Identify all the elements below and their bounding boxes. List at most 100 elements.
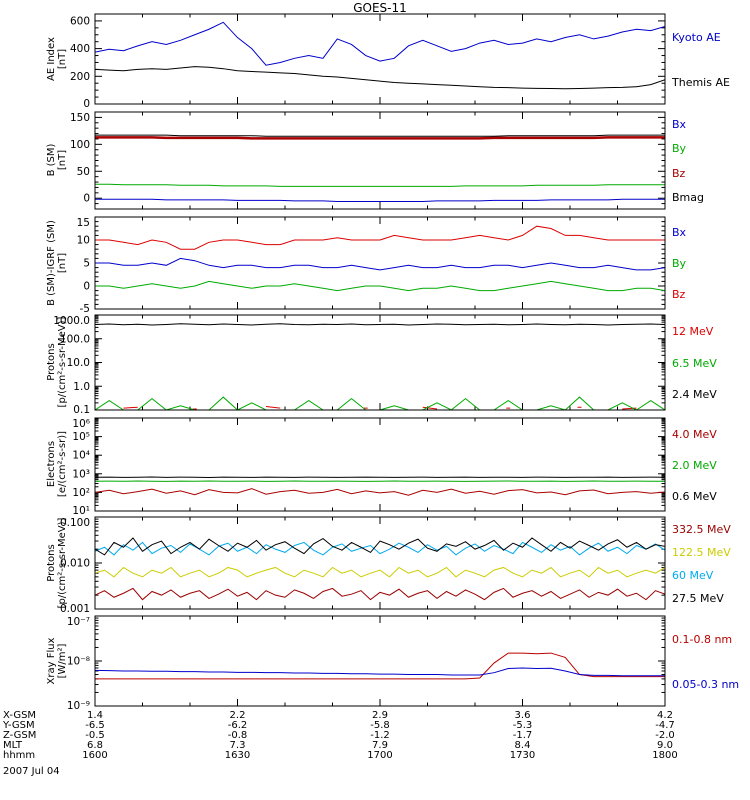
y-tick-label: 400: [70, 43, 90, 55]
y-tick-label: 10⁴: [72, 450, 90, 462]
y-tick-label: 10²: [72, 487, 90, 499]
footer-value: 1730: [509, 750, 536, 761]
footer-value: -0.5: [85, 730, 105, 741]
series-0.05-0.3-nm: [95, 667, 665, 677]
footer-value: 1600: [82, 750, 108, 761]
panel-protons-high: 0.001 0.010 0.100: [60, 516, 666, 615]
series-4.0-mev: [95, 488, 665, 496]
y-tick-label: 0: [83, 193, 90, 205]
y-tick-label: 10.0: [67, 357, 90, 369]
footer-value: -6.2: [227, 720, 248, 731]
footer-value: 6.8: [87, 740, 103, 751]
footer-value: 9.0: [657, 740, 673, 751]
legend-bx: Bx: [672, 226, 687, 240]
footer-value: 8.4: [514, 740, 531, 751]
date-label: 2007 Jul 04: [3, 766, 60, 777]
footer-value: 2.2: [229, 710, 246, 721]
y-tick-label: 10³: [72, 468, 90, 480]
footer-value: -5.8: [370, 720, 390, 731]
series-bz: [95, 225, 665, 250]
footer-value: 1630: [224, 750, 251, 761]
series-bx: [95, 198, 665, 202]
y-tick-label: 100: [70, 139, 90, 151]
series-by: [95, 280, 665, 292]
y-tick-label: 600: [70, 15, 90, 27]
legend-0.1-0.8-nm: 0.1-0.8 nm: [672, 632, 733, 646]
legend-122.5-mev: 122.5 MeV: [672, 545, 731, 559]
legend-0.6-mev: 0.6 MeV: [672, 489, 717, 503]
footer-value: -1.7: [512, 730, 533, 741]
y-tick-label: 10: [77, 235, 90, 247]
footer-value: 7.3: [229, 740, 246, 751]
y-tick-label: 150: [70, 112, 90, 124]
y-tick-label: 0.100: [60, 517, 90, 529]
legend-6.5-mev: 6.5 MeV: [672, 356, 717, 370]
y-tick-label: 15: [77, 217, 90, 229]
legend-2.0-mev: 2.0 MeV: [672, 458, 717, 472]
footer-row-label-x-gsm: X-GSM: [3, 710, 37, 721]
y-tick-label: 0.1: [73, 404, 90, 416]
y-tick-label: 0.001: [60, 603, 90, 615]
legend-bz: Bz: [672, 287, 686, 301]
panel-xray-flux: 10⁻⁹ 10⁻⁸ 10⁻⁷: [67, 615, 666, 712]
legend-bmag: Bmag: [672, 190, 704, 204]
chart-title: GOES-11: [353, 1, 407, 15]
legend-by: By: [672, 142, 687, 156]
y-tick-label: 10¹: [72, 505, 90, 517]
legend-4.0-mev: 4.0 MeV: [672, 427, 717, 441]
series-themis-ae: [95, 66, 665, 90]
y-tick-label: 0: [83, 98, 90, 110]
y-tick-label: 200: [70, 71, 90, 83]
series-27.5-mev: [95, 537, 665, 556]
footer-value: 3.6: [514, 710, 531, 721]
y-tick-label: 10⁻⁹: [67, 700, 90, 712]
legend-27.5-mev: 27.5 MeV: [672, 591, 724, 605]
footer-value: -5.3: [512, 720, 533, 731]
footer-value: -2.0: [655, 730, 675, 741]
y-tick-label: 5: [83, 258, 90, 270]
footer-value: 1.4: [87, 710, 103, 721]
legend-60-mev: 60 MeV: [672, 568, 714, 582]
series-12-mev: [123, 406, 637, 410]
legend-12-mev: 12 MeV: [672, 324, 714, 338]
series-bmag: [95, 134, 665, 137]
panel-protons-low: 0.1 1.0 10.0 100.0 1000.0: [53, 314, 666, 416]
series-6.5-mev: [95, 396, 665, 410]
legend-kyoto-ae: Kyoto AE: [672, 30, 721, 44]
legend-bx: Bx: [672, 118, 687, 132]
panel-ae-index: 0 200 400 600: [70, 13, 666, 110]
legend-0.05-0.3-nm: 0.05-0.3 nm: [672, 677, 740, 691]
y-tick-label: 0.010: [60, 558, 90, 570]
series-60-mev: [95, 541, 665, 556]
y-tick-label: 1.0: [73, 381, 90, 393]
y-tick-label: 10⁻⁷: [67, 616, 90, 628]
panel-b-sm-igrf: -5 0 5 10 15: [77, 216, 666, 315]
series-by: [95, 183, 665, 187]
y-tick-label: 10⁻⁸: [67, 656, 90, 668]
legend-332.5-mev: 332.5 MeV: [672, 522, 731, 536]
y-tick-label: 1000.0: [53, 315, 90, 327]
footer-value: -0.8: [227, 730, 248, 741]
y-tick-label: 0: [83, 281, 90, 293]
legend-2.4-mev: 2.4 MeV: [672, 388, 717, 402]
footer-row-label-mlt: MLT: [3, 740, 22, 751]
series-kyoto-ae: [95, 21, 665, 66]
legend-by: By: [672, 257, 687, 270]
y-tick-label: 100.0: [60, 333, 90, 345]
legend-bz: Bz: [672, 166, 686, 180]
footer-value: -6.5: [85, 720, 105, 731]
series-332.5-mev: [95, 587, 665, 601]
series-0.1-0.8-nm: [95, 652, 665, 680]
y-tick-label: 50: [77, 166, 90, 178]
y-tick-label: 10⁵: [72, 431, 90, 443]
footer-value: 7.9: [372, 740, 388, 751]
series-2.4-mev: [95, 323, 665, 326]
footer-value: -1.2: [370, 730, 390, 741]
footer-value: 1800: [652, 750, 678, 761]
series-bz: [95, 136, 665, 140]
